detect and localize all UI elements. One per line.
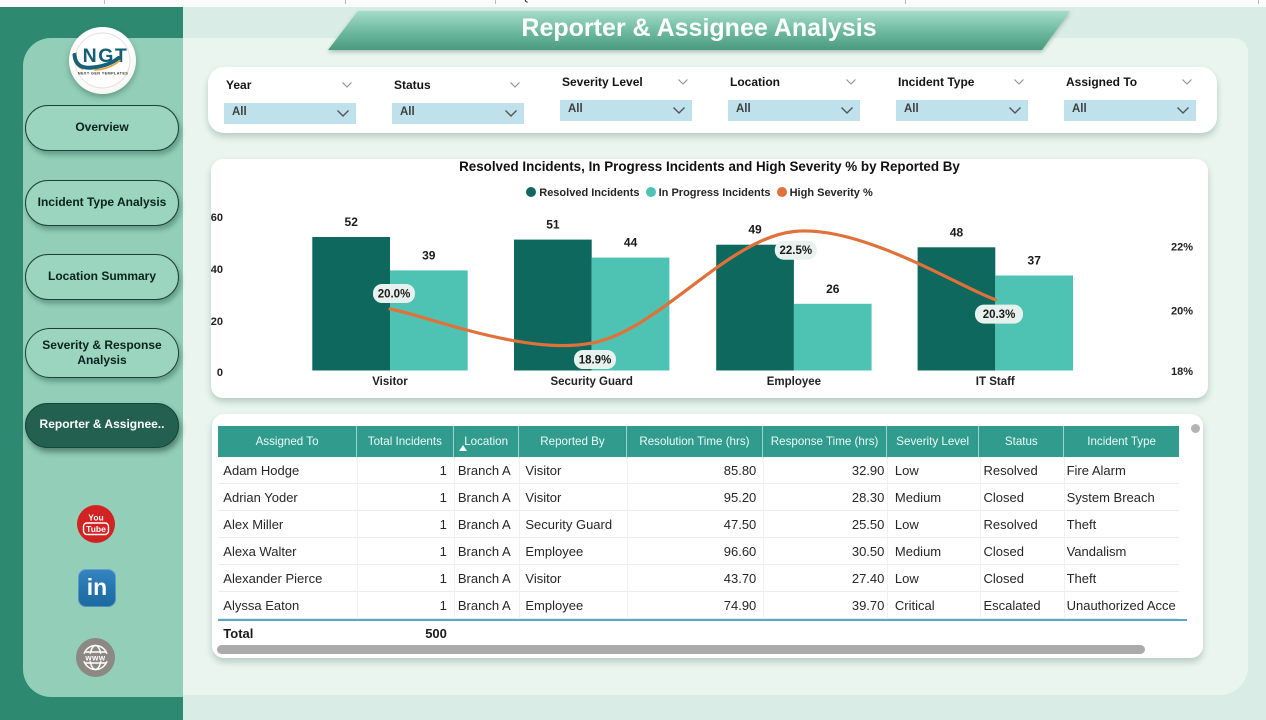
svg-text:49: 49 [748, 223, 762, 237]
svg-text:20.3%: 20.3% [983, 309, 1016, 321]
svg-text:Tube: Tube [86, 524, 106, 534]
svg-text:IT Staff: IT Staff [976, 376, 1015, 388]
svg-text:20.0%: 20.0% [378, 289, 411, 301]
svg-text:NEXT GEN TEMPLATES: NEXT GEN TEMPLATES [78, 72, 128, 76]
svg-text:51: 51 [546, 218, 560, 232]
svg-text:37: 37 [1028, 254, 1042, 268]
svg-text:0: 0 [217, 367, 223, 379]
svg-text:48: 48 [950, 225, 964, 239]
svg-text:20%: 20% [1171, 306, 1193, 318]
svg-text:39: 39 [422, 248, 436, 262]
svg-text:You: You [88, 513, 103, 523]
svg-text:Employee: Employee [767, 376, 821, 388]
svg-text:44: 44 [624, 236, 638, 250]
svg-text:18%: 18% [1171, 366, 1193, 378]
svg-text:22.5%: 22.5% [779, 245, 812, 257]
svg-text:18.9%: 18.9% [579, 355, 612, 367]
svg-text:20: 20 [211, 316, 223, 328]
svg-text:Security Guard: Security Guard [550, 376, 632, 388]
svg-text:Visitor: Visitor [372, 376, 408, 388]
svg-text:26: 26 [826, 282, 840, 296]
svg-text:60: 60 [211, 212, 223, 224]
svg-text:40: 40 [211, 264, 223, 276]
svg-text:52: 52 [345, 215, 359, 229]
svg-text:www: www [84, 654, 105, 663]
svg-text:22%: 22% [1171, 242, 1193, 254]
